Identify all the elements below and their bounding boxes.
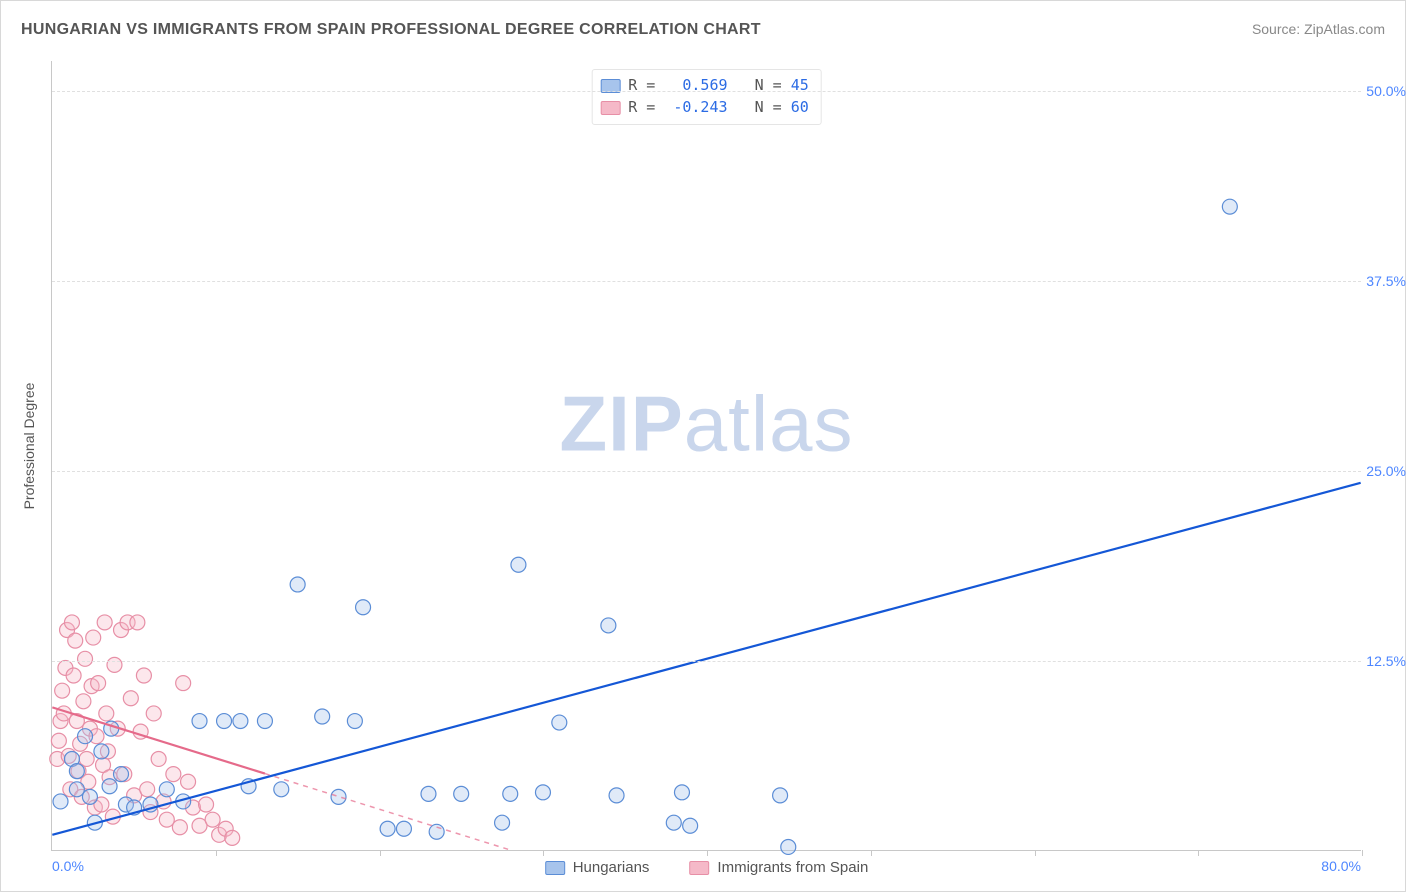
- gridline: [52, 91, 1361, 92]
- x-axis-min-label: 0.0%: [52, 858, 84, 874]
- x-tick: [216, 850, 217, 856]
- source-attribution: Source: ZipAtlas.com: [1252, 21, 1385, 37]
- x-tick: [1198, 850, 1199, 856]
- y-tick-label: 12.5%: [1366, 653, 1406, 669]
- legend-item-spain: Immigrants from Spain: [689, 859, 868, 876]
- swatch-spain-b: [689, 861, 709, 875]
- legend-row-hungarians: R = 0.569 N = 45: [600, 75, 809, 97]
- y-tick-label: 25.0%: [1366, 463, 1406, 479]
- correlation-legend: R = 0.569 N = 45 R = -0.243 N = 60: [591, 69, 822, 125]
- legend-row-spain: R = -0.243 N = 60: [600, 97, 809, 119]
- swatch-spain: [600, 101, 620, 115]
- chart-container: HUNGARIAN VS IMMIGRANTS FROM SPAIN PROFE…: [0, 0, 1406, 892]
- legend-label-spain: Immigrants from Spain: [717, 859, 868, 876]
- chart-title: HUNGARIAN VS IMMIGRANTS FROM SPAIN PROFE…: [21, 21, 761, 39]
- x-axis-max-label: 80.0%: [1321, 858, 1361, 874]
- legend-label-hungarians: Hungarians: [573, 859, 650, 876]
- x-tick: [1362, 850, 1363, 856]
- y-tick-label: 50.0%: [1366, 83, 1406, 99]
- gridline: [52, 661, 1361, 662]
- plot-area: ZIPatlas R = 0.569 N = 45 R = -0.243 N =…: [51, 61, 1361, 851]
- x-tick: [543, 850, 544, 856]
- gridline: [52, 471, 1361, 472]
- y-tick-label: 37.5%: [1366, 273, 1406, 289]
- swatch-hungarians-b: [545, 861, 565, 875]
- x-tick: [1035, 850, 1036, 856]
- x-tick: [871, 850, 872, 856]
- scatter-svg: [52, 61, 1361, 850]
- x-tick: [707, 850, 708, 856]
- x-tick: [380, 850, 381, 856]
- legend-item-hungarians: Hungarians: [545, 859, 650, 876]
- corr-spain: R = -0.243 N = 60: [628, 97, 809, 119]
- gridline: [52, 281, 1361, 282]
- y-axis-title: Professional Degree: [21, 383, 37, 510]
- corr-hungarians: R = 0.569 N = 45: [628, 75, 809, 97]
- series-legend: Hungarians Immigrants from Spain: [545, 859, 869, 876]
